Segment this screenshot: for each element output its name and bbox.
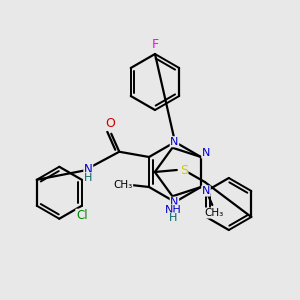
Text: N: N [170,197,178,207]
Text: N: N [202,148,210,158]
Text: NH: NH [165,205,182,215]
Text: N: N [170,137,178,147]
Text: Cl: Cl [76,209,88,222]
Text: S: S [180,164,188,176]
Text: O: O [105,117,115,130]
Text: H: H [169,213,177,223]
Text: CH₃: CH₃ [113,180,133,190]
Text: N: N [202,186,210,196]
Text: CH₃: CH₃ [205,208,224,218]
Text: N: N [84,163,93,176]
Text: H: H [84,173,92,183]
Text: F: F [152,38,159,50]
